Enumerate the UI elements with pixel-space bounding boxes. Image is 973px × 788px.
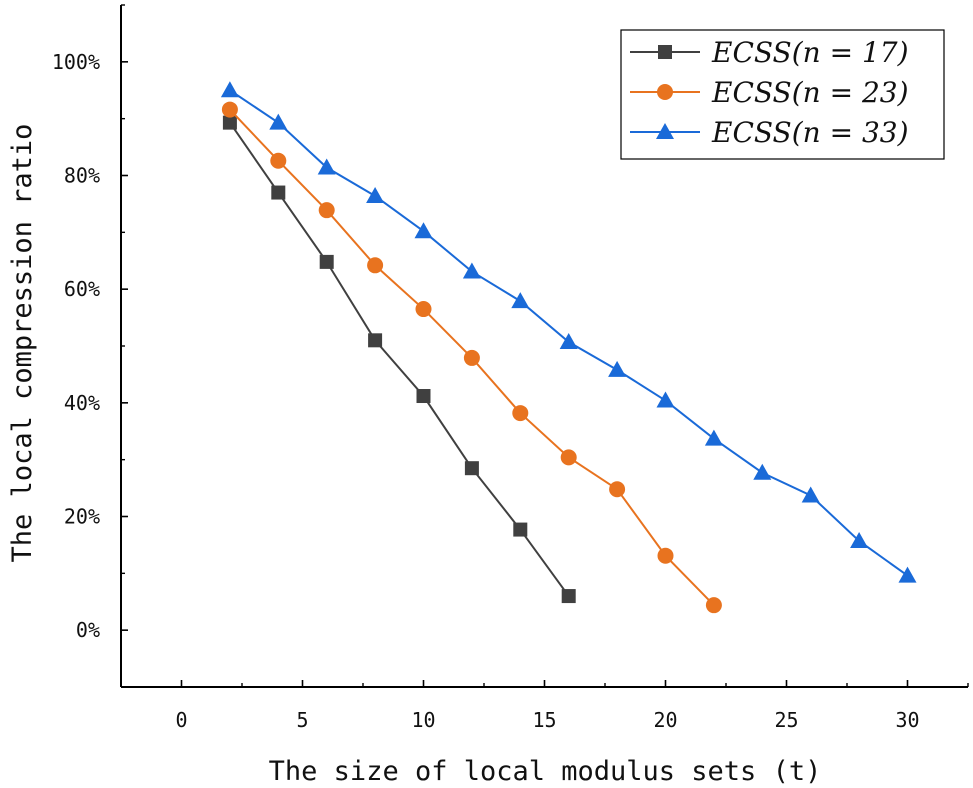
series-2-point — [463, 349, 480, 366]
series-3-point — [414, 222, 433, 239]
series-3 — [220, 81, 917, 583]
x-tick-label: 30 — [895, 708, 919, 732]
series-2 — [221, 101, 722, 614]
y-tick-label: 80% — [64, 164, 100, 188]
series-2-point — [657, 547, 674, 564]
x-tick-label: 15 — [532, 708, 556, 732]
y-tick-label: 40% — [64, 391, 100, 415]
series-2-point — [270, 152, 287, 169]
series-2-point — [609, 481, 626, 498]
series-1-point — [561, 589, 576, 604]
y-tick-label: 20% — [64, 505, 100, 529]
series-3-point — [753, 463, 772, 480]
series-3-point — [366, 186, 385, 203]
x-tick-label: 0 — [175, 708, 187, 732]
series-3-line — [229, 89, 909, 577]
series-1-point — [222, 115, 237, 130]
legend-label: ECSS(n = 33) — [711, 116, 909, 149]
series-2-point — [512, 405, 529, 422]
legend: ECSS(n = 17) ECSS(n = 23) ECSS(n = 33) — [620, 29, 945, 160]
series-2-point — [705, 597, 722, 614]
legend-label: ECSS(n = 23) — [711, 76, 909, 109]
legend-item: ECSS(n = 23) — [630, 76, 909, 109]
series-1 — [222, 115, 576, 604]
series-3-point — [898, 566, 917, 583]
series-2-point — [367, 257, 384, 274]
series-layer — [220, 81, 917, 614]
series-3-point — [608, 360, 627, 377]
series-3-point — [220, 81, 239, 98]
series-1-point — [271, 185, 286, 200]
legend-marker — [658, 45, 672, 59]
series-1-point — [464, 461, 479, 476]
series-3-point — [850, 531, 869, 548]
series-3-point — [801, 486, 820, 503]
y-axis-title: The local compression ratio — [7, 124, 38, 563]
legend-item: ECSS(n = 33) — [630, 116, 909, 149]
x-ticks: 0 5 10 15 20 25 30 — [120, 680, 969, 732]
x-axis-title: The size of local modulus sets (t) — [269, 756, 822, 787]
y-tick-label: 60% — [64, 277, 100, 301]
series-3-point — [511, 292, 530, 309]
series-3-point — [656, 391, 675, 408]
y-ticks: 0% 20% 40% 60% 80% 100% — [52, 4, 128, 688]
series-2-point — [318, 202, 335, 219]
legend-item: ECSS(n = 17) — [630, 36, 909, 69]
series-3-point — [704, 429, 723, 446]
series-3-point — [462, 262, 481, 279]
legend-marker — [656, 123, 674, 139]
x-tick-label: 5 — [296, 708, 308, 732]
series-1-point — [319, 254, 334, 269]
series-3-point — [559, 333, 578, 350]
legend-marker — [657, 84, 673, 100]
series-1-point — [368, 333, 383, 348]
x-tick-label: 25 — [774, 708, 798, 732]
series-1-point — [513, 522, 528, 537]
legend-label: ECSS(n = 17) — [711, 36, 909, 69]
series-2-point — [560, 449, 577, 466]
series-3-point — [269, 113, 288, 130]
y-tick-label: 0% — [76, 618, 100, 642]
series-1-line — [229, 122, 570, 597]
series-2-point — [415, 301, 432, 318]
series-1-point — [416, 389, 431, 404]
y-tick-label: 100% — [52, 50, 100, 74]
series-3-point — [317, 158, 336, 175]
x-tick-label: 20 — [653, 708, 677, 732]
series-2-point — [221, 101, 238, 118]
x-tick-label: 10 — [411, 708, 435, 732]
